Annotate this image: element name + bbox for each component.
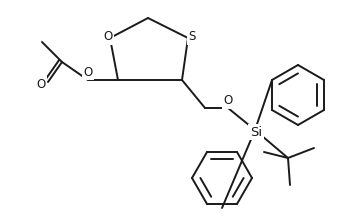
Text: O: O [224, 95, 233, 107]
Text: O: O [36, 78, 46, 91]
Text: O: O [83, 66, 93, 78]
Text: Si: Si [250, 126, 262, 138]
Text: S: S [188, 31, 196, 43]
Text: O: O [103, 31, 113, 43]
